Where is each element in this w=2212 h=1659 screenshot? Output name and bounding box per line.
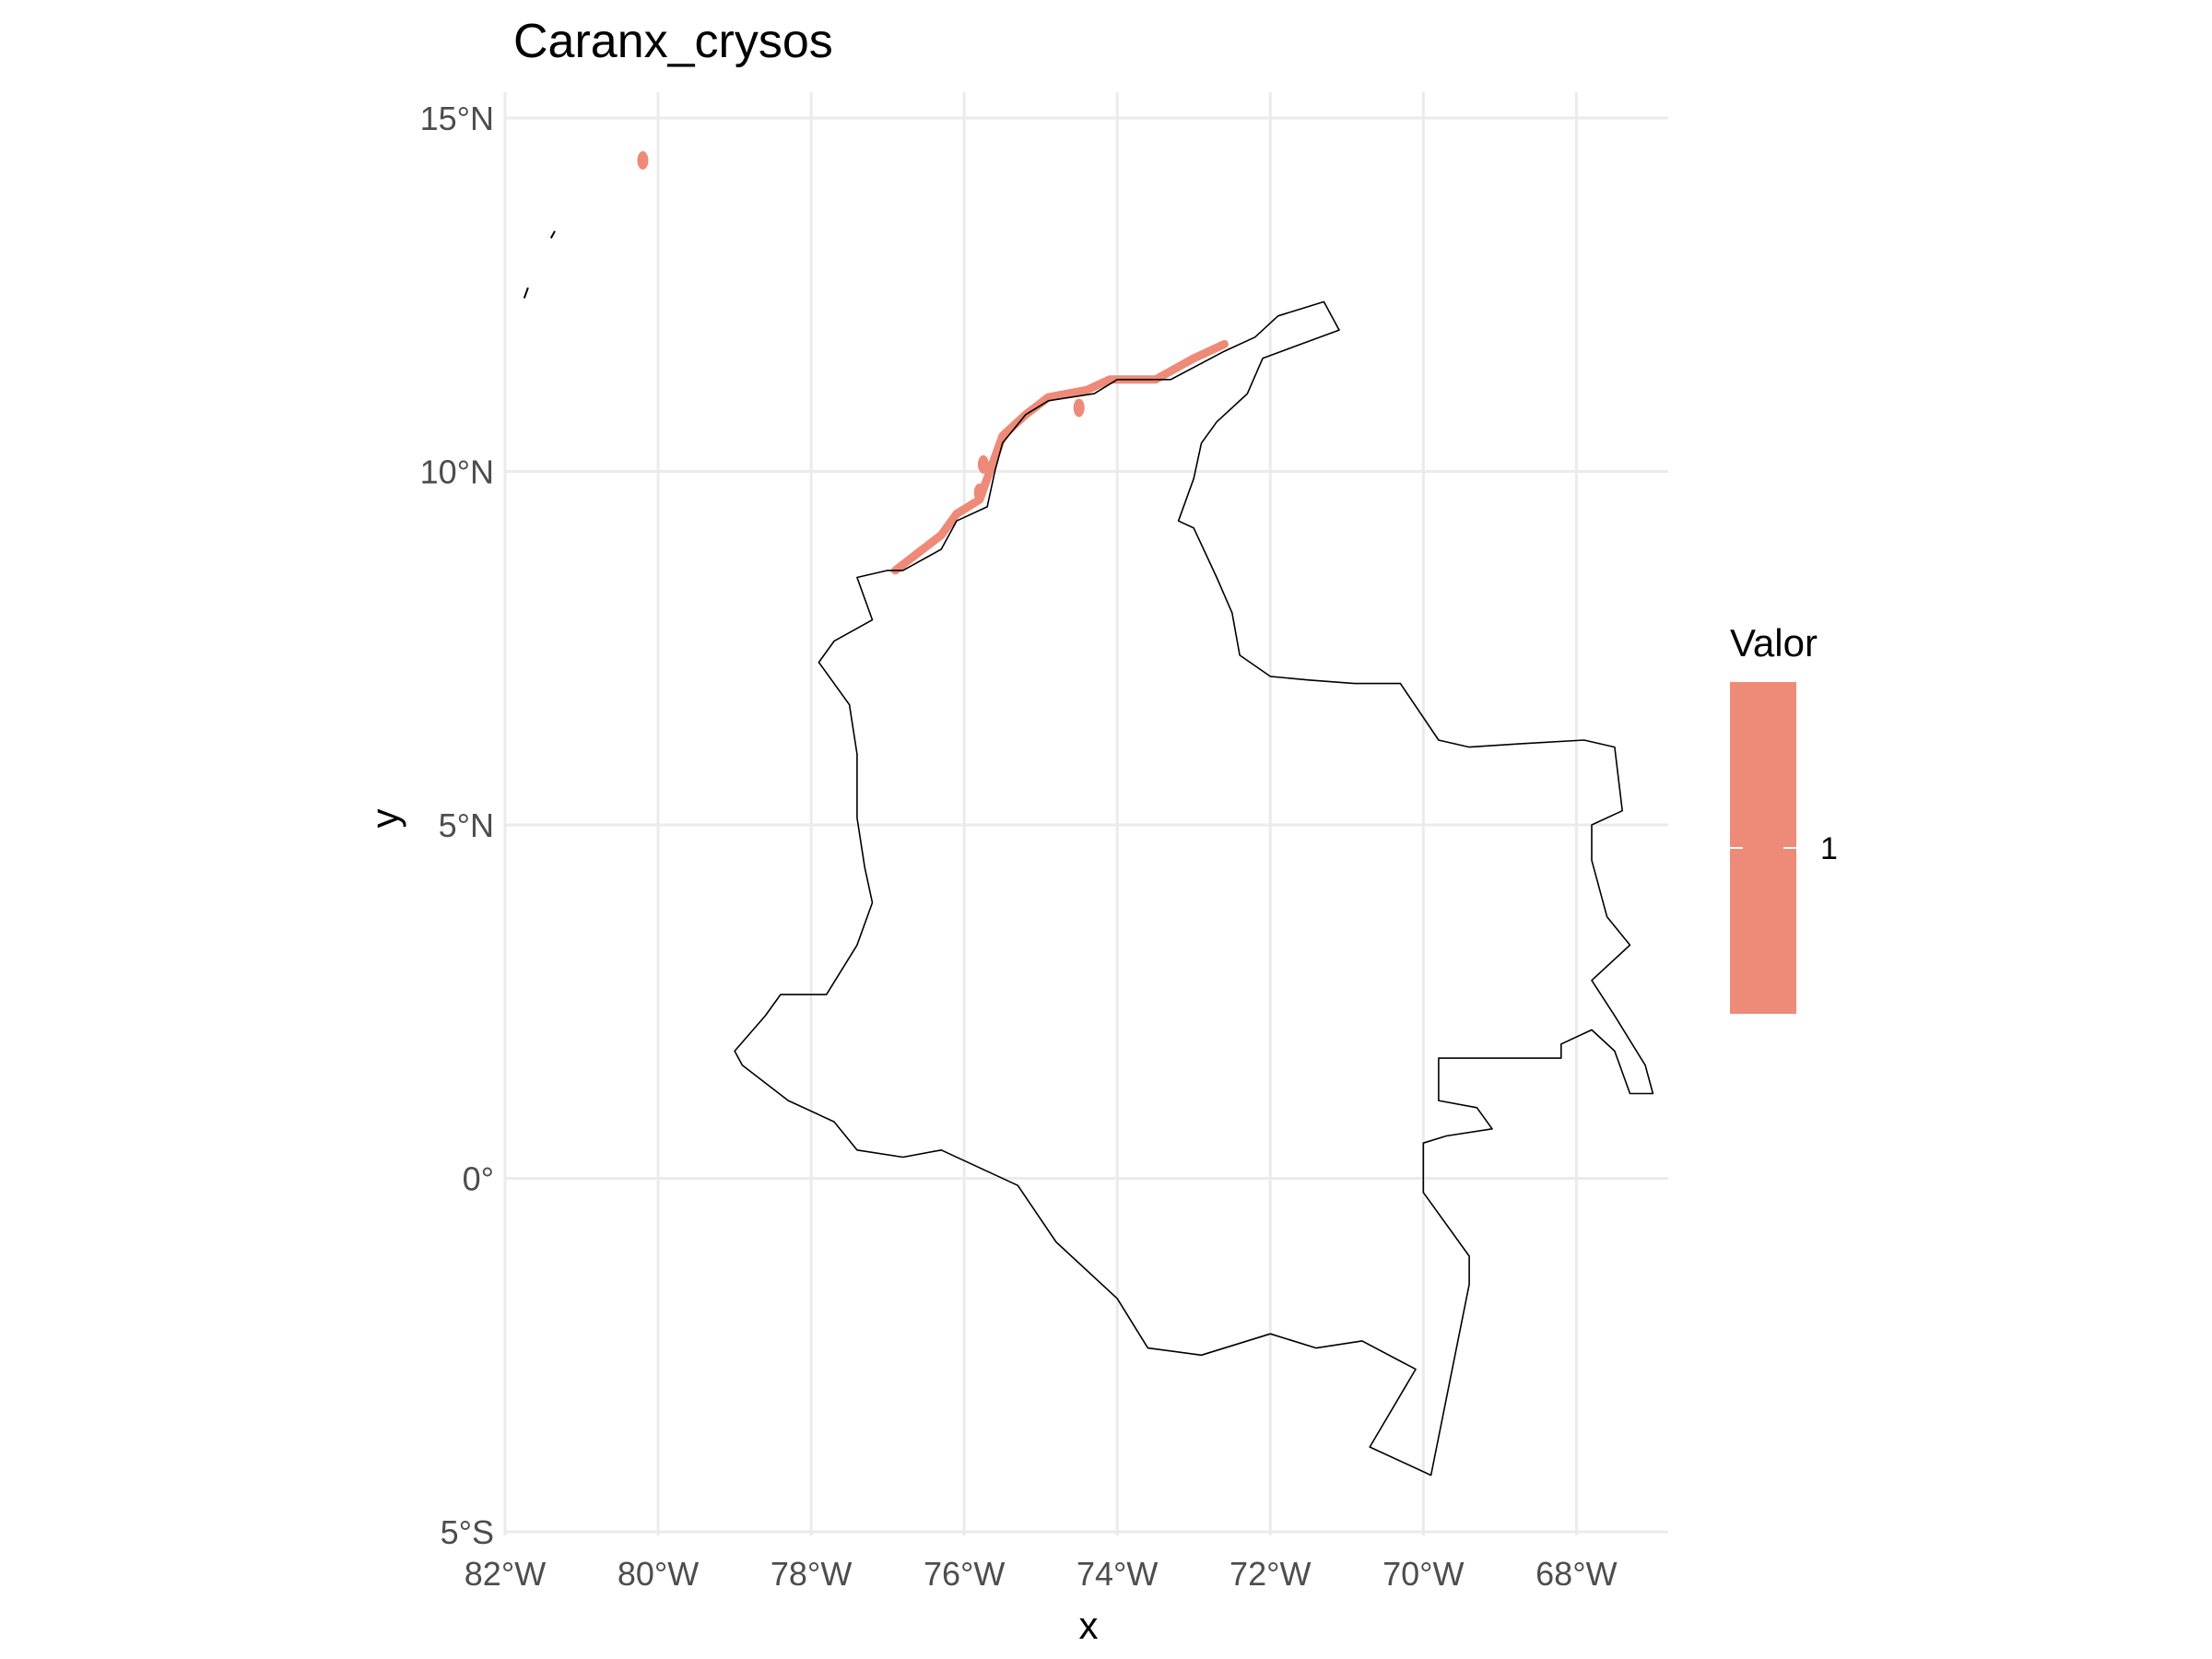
x-tick-labels: 82°W 80°W 78°W 76°W 74°W 72°W 70°W 68°W (465, 1555, 1618, 1593)
presence-cell-3 (637, 151, 649, 171)
x-tick-label-2: 78°W (771, 1555, 852, 1593)
island-outline-0 (523, 287, 529, 299)
y-tick-label-4: 5°S (441, 1513, 494, 1551)
presence-layer (637, 151, 1229, 575)
y-tick-label-2: 5°N (439, 806, 494, 844)
y-tick-label-0: 15°N (420, 100, 494, 137)
island-outline-1 (549, 230, 556, 239)
legend: Valor 1 (1730, 621, 1838, 1014)
x-axis-title: x (1079, 1604, 1099, 1647)
y-axis-title: y (363, 809, 406, 829)
y-tick-labels: 15°N 10°N 5°N 0° 5°S (420, 100, 494, 1551)
x-tick-label-6: 70°W (1382, 1555, 1464, 1593)
legend-label-1: 1 (1820, 831, 1838, 866)
y-tick-label-1: 10°N (420, 453, 494, 491)
y-tick-label-3: 0° (463, 1160, 494, 1198)
x-tick-label-1: 80°W (618, 1555, 699, 1593)
grid-lines (503, 92, 1668, 1535)
legend-title: Valor (1730, 621, 1818, 665)
x-tick-label-4: 74°W (1077, 1555, 1158, 1593)
country-outline (523, 230, 1654, 1477)
presence-cell-2 (1073, 398, 1085, 418)
x-tick-label-5: 72°W (1230, 1555, 1311, 1593)
presence-cell-1 (977, 454, 989, 474)
x-tick-label-0: 82°W (465, 1555, 546, 1593)
plot-title: Caranx_crysos (513, 15, 833, 68)
x-tick-label-7: 68°W (1535, 1555, 1617, 1593)
presence-cell-0 (973, 483, 985, 502)
x-tick-label-3: 76°W (924, 1555, 1005, 1593)
colombia-border (734, 300, 1654, 1477)
